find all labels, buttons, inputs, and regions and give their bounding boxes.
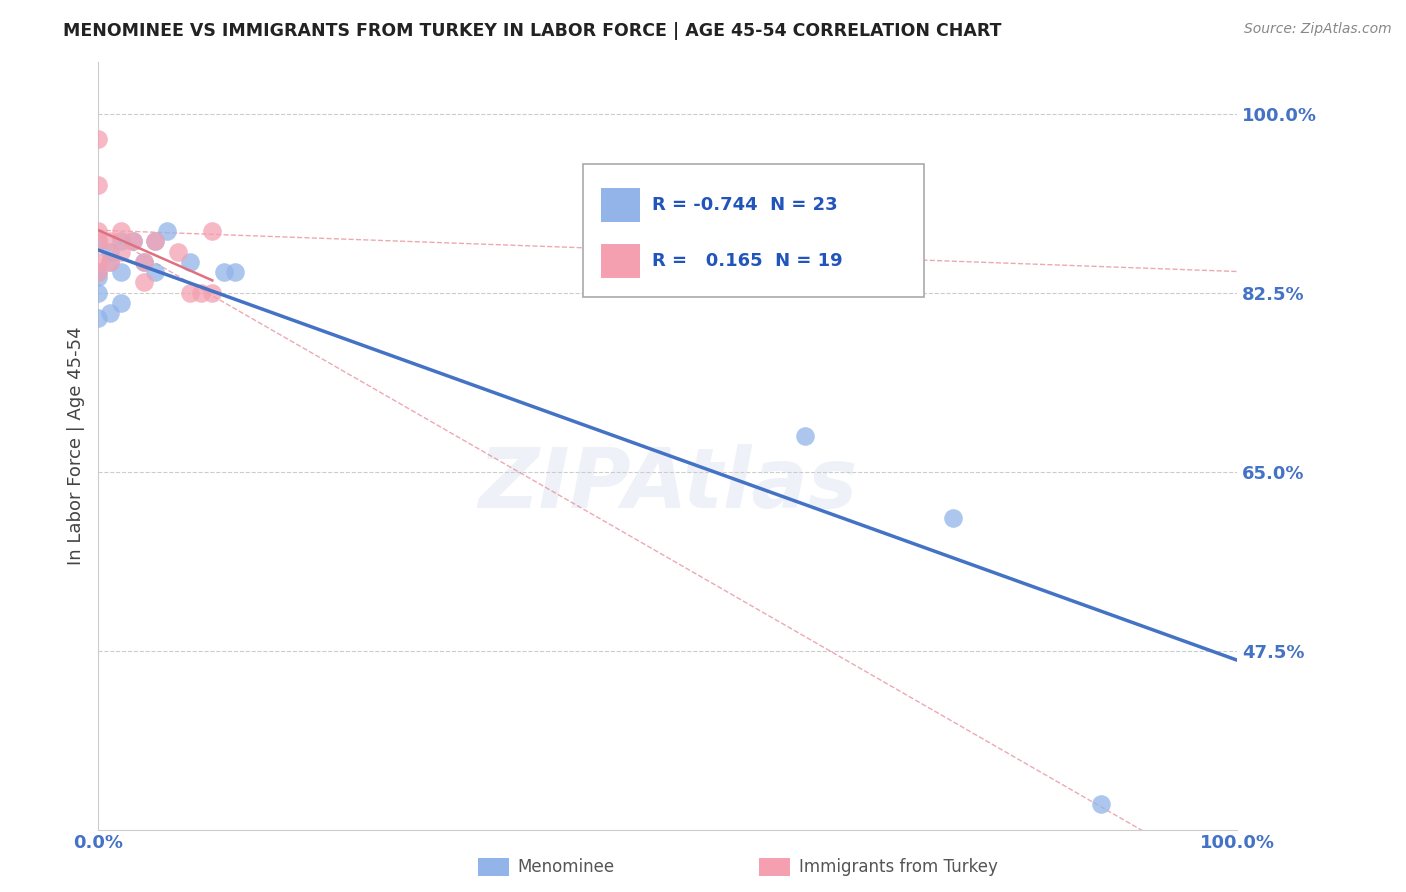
Point [110,265,132,279]
Point [132,255,155,269]
Point [179,255,201,269]
Point [98,244,121,259]
Point [98,255,121,269]
Point [1090,797,1112,811]
Point [87,224,110,238]
Point [145,235,167,249]
Point [87,132,110,146]
Point [212,265,235,279]
Text: Source: ZipAtlas.com: Source: ZipAtlas.com [1244,22,1392,37]
Point [110,295,132,310]
Point [179,285,201,300]
Point [87,265,110,279]
Point [156,224,179,238]
Y-axis label: In Labor Force | Age 45-54: In Labor Force | Age 45-54 [66,326,84,566]
Point [87,235,110,249]
Point [145,265,167,279]
Point [87,178,110,193]
Point [793,429,815,443]
Point [121,235,143,249]
Text: R =   0.165  N = 19: R = 0.165 N = 19 [652,252,842,269]
Point [145,235,167,249]
Point [942,510,965,524]
Point [87,270,110,285]
Point [87,235,110,249]
Point [87,255,110,269]
Point [657,276,679,290]
Text: Menominee: Menominee [517,858,614,876]
Point [98,306,121,320]
Point [224,265,246,279]
Point [201,224,224,238]
Text: Immigrants from Turkey: Immigrants from Turkey [799,858,997,876]
Text: ZIPAtlas: ZIPAtlas [478,444,858,524]
Point [87,311,110,326]
Point [190,285,212,300]
Point [87,265,110,279]
Point [201,285,224,300]
Point [110,224,132,238]
Text: R = -0.744  N = 23: R = -0.744 N = 23 [652,196,838,214]
Point [98,255,121,269]
Point [110,244,132,259]
Point [167,244,190,259]
Point [121,235,143,249]
Point [87,285,110,300]
Point [98,235,121,249]
Text: MENOMINEE VS IMMIGRANTS FROM TURKEY IN LABOR FORCE | AGE 45-54 CORRELATION CHART: MENOMINEE VS IMMIGRANTS FROM TURKEY IN L… [63,22,1001,40]
Point [132,276,155,290]
Point [132,255,155,269]
Point [110,235,132,249]
